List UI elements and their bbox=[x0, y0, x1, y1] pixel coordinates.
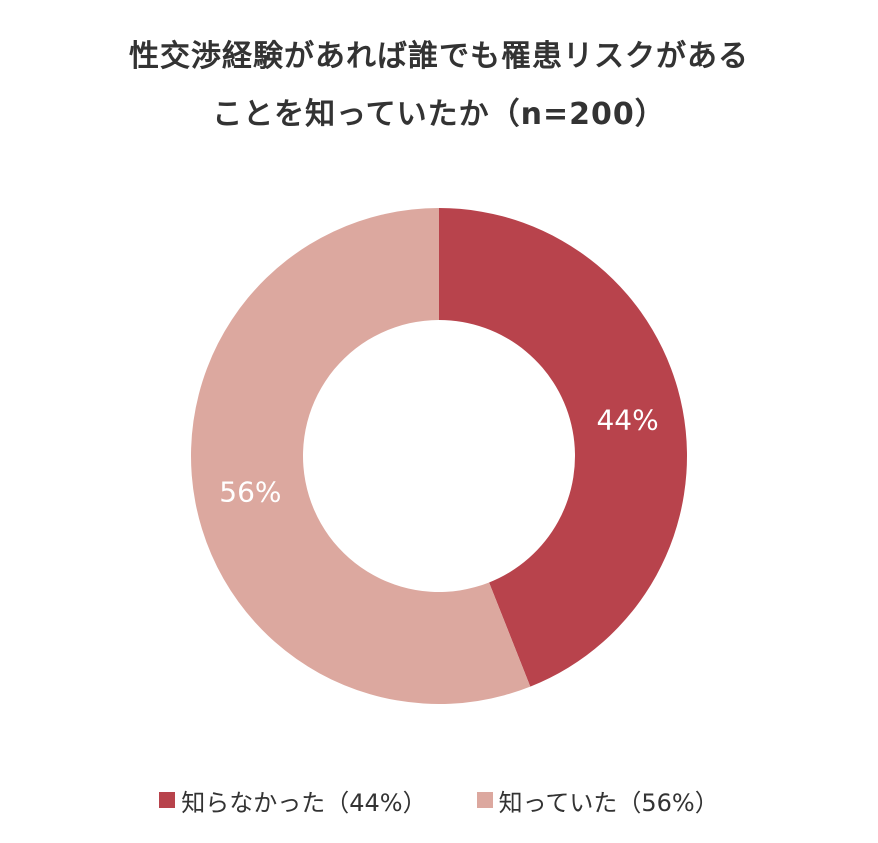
legend-label-did-not-know: 知らなかった（44%） bbox=[181, 788, 427, 817]
data-label-did-not-know: 44% bbox=[596, 404, 658, 437]
legend-label-knew: 知っていた（56%） bbox=[498, 788, 719, 817]
donut-slice-did-not-know bbox=[439, 208, 687, 687]
data-label-knew: 56% bbox=[219, 475, 281, 508]
chart-title-line-1: 性交渉経験があれば誰でも罹患リスクがある bbox=[129, 39, 749, 74]
legend-swatch-knew bbox=[476, 792, 493, 808]
chart-title: 性交渉経験があれば誰でも罹患リスクがある ことを知っていたか（n=200） bbox=[0, 28, 878, 144]
legend-item-knew: 知っていた（56%） bbox=[476, 783, 719, 818]
legend-item-did-not-know: 知らなかった（44%） bbox=[159, 783, 427, 818]
chart-legend: 知らなかった（44%） 知っていた（56%） bbox=[0, 778, 878, 822]
legend-swatch-did-not-know bbox=[159, 792, 176, 808]
donut-slice-knew bbox=[191, 208, 531, 704]
chart-title-line-2: ことを知っていたか（n=200） bbox=[212, 97, 666, 132]
